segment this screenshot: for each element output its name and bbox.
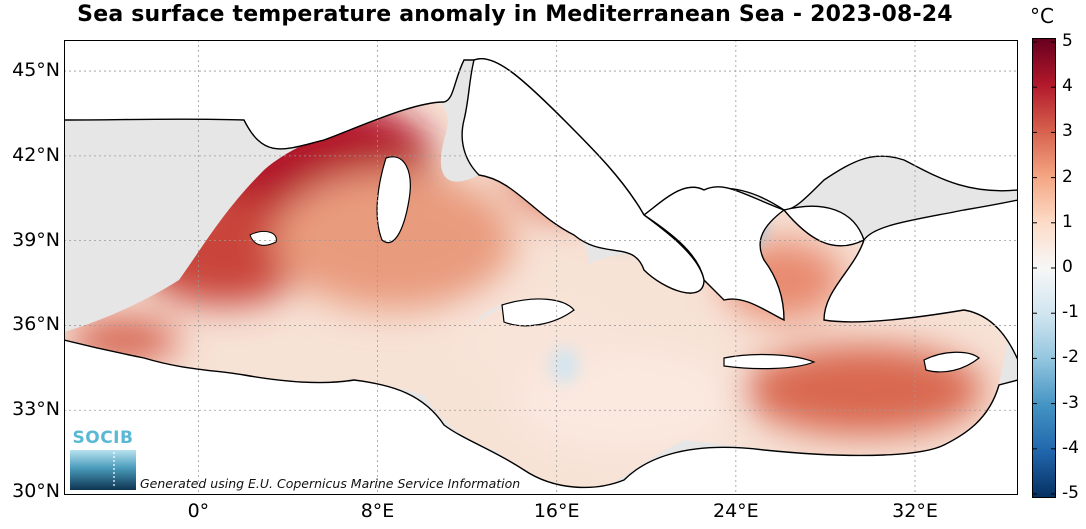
colorbar-label-2: 2 — [1062, 166, 1073, 187]
colorbar-label--1: -1 — [1062, 302, 1079, 323]
colorbar-label--3: -3 — [1062, 392, 1079, 413]
lon-label-24: 24°E — [712, 500, 759, 522]
socib-logo: SOCIB — [70, 428, 136, 490]
map-panel[interactable] — [64, 40, 1018, 495]
lat-label-36: 36°N — [12, 313, 60, 336]
colorbar-label-1: 1 — [1062, 211, 1073, 232]
colorbar-label-3: 3 — [1062, 121, 1073, 142]
land-africa — [64, 339, 1018, 495]
land-crete — [723, 353, 816, 370]
colorbar-label-0: 0 — [1062, 257, 1073, 277]
copernicus-credit: Generated using E.U. Copernicus Marine S… — [140, 476, 521, 491]
colorbar-unit: °C — [1030, 4, 1054, 28]
lat-label-45: 45°N — [12, 59, 60, 82]
colorbar-label--5: -5 — [1062, 483, 1079, 503]
lat-label-33: 33°N — [12, 398, 60, 421]
socib-logo-text: SOCIB — [72, 428, 134, 448]
lat-label-39: 39°N — [12, 228, 60, 251]
colorbar-label-4: 4 — [1062, 76, 1073, 97]
colorbar — [1032, 38, 1056, 498]
map-title: Sea surface temperature anomaly in Medit… — [77, 2, 953, 27]
graticule — [64, 40, 1018, 495]
lon-label-0: 0° — [187, 500, 210, 522]
lat-label-30: 30°N — [12, 480, 60, 502]
land-cyprus — [923, 351, 980, 373]
lon-label-8: 8°E — [360, 500, 395, 522]
land-balearic — [249, 231, 277, 246]
lon-label-16: 16°E — [533, 500, 580, 522]
lon-label-32: 32°E — [892, 500, 938, 522]
land-anatolia — [782, 199, 1018, 361]
land-sicily — [501, 298, 575, 327]
land-italy — [461, 57, 705, 294]
colorbar-label--2: -2 — [1062, 347, 1079, 368]
colorbar-label--4: -4 — [1062, 437, 1079, 458]
sst-anomaly-map — [64, 40, 1018, 495]
colorbar-label-5: 5 — [1062, 31, 1073, 51]
lat-label-42: 42°N — [12, 143, 60, 166]
